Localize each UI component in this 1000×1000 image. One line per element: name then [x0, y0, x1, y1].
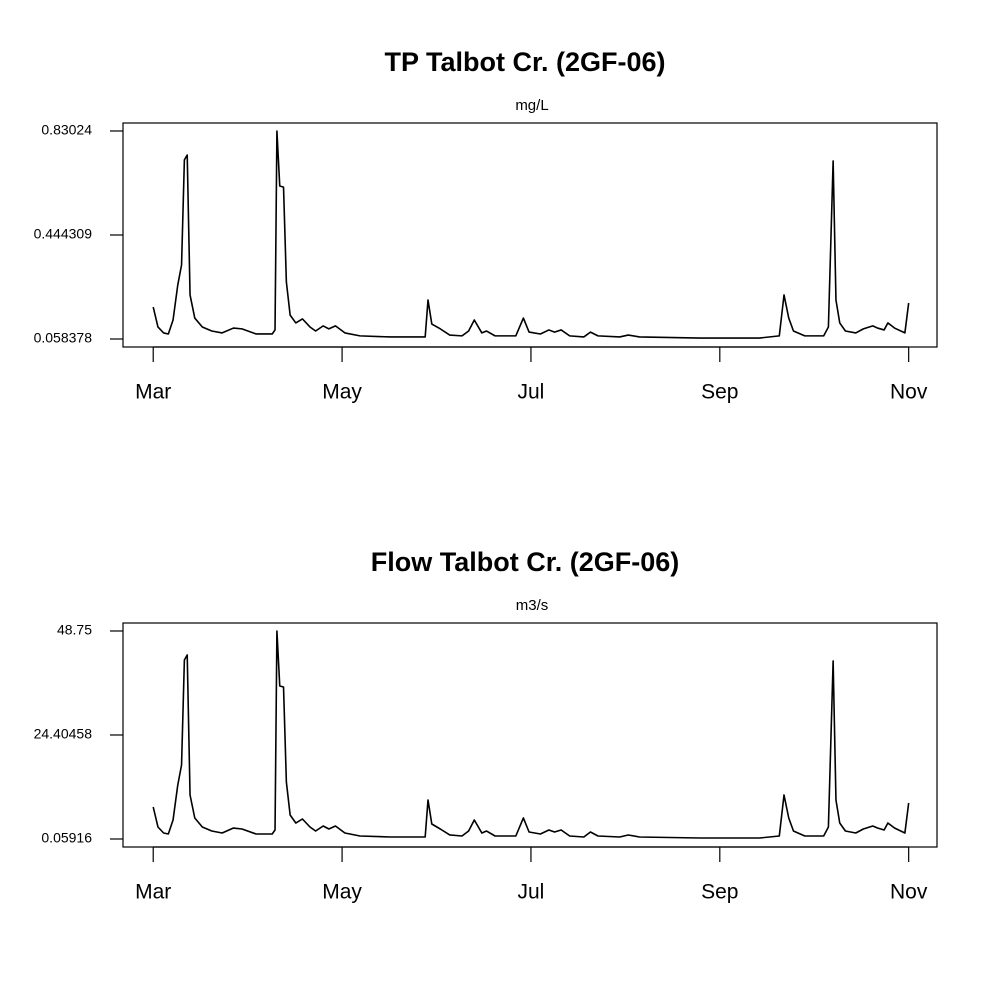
data-line: [152, 630, 910, 839]
x-tick-label: Mar: [135, 381, 171, 404]
x-tick-label: May: [322, 881, 362, 904]
x-tick-label: May: [322, 381, 362, 404]
data-line: [152, 130, 910, 339]
y-tick-label: 0.444309: [34, 226, 93, 242]
x-tick-label: Nov: [890, 381, 928, 404]
chart-title: Flow Talbot Cr. (2GF-06): [371, 547, 680, 577]
x-tick-label: Mar: [135, 881, 171, 904]
x-tick-label: Jul: [518, 381, 545, 404]
plot-frame: [122, 122, 938, 348]
x-tick-label: Sep: [701, 881, 738, 904]
x-tick-label: Sep: [701, 381, 738, 404]
plot-frame: [122, 622, 938, 848]
chart-subtitle: mg/L: [515, 97, 548, 114]
y-tick-label: 0.83024: [41, 122, 92, 138]
chart-subtitle: m3/s: [516, 597, 549, 614]
y-tick-label: 0.058378: [34, 330, 93, 346]
x-tick-label: Nov: [890, 881, 928, 904]
chart-title: TP Talbot Cr. (2GF-06): [384, 47, 665, 77]
x-tick-label: Jul: [518, 881, 545, 904]
y-tick-label: 48.75: [57, 622, 92, 638]
y-tick-label: 0.05916: [41, 830, 92, 846]
y-tick-label: 24.40458: [34, 726, 93, 742]
